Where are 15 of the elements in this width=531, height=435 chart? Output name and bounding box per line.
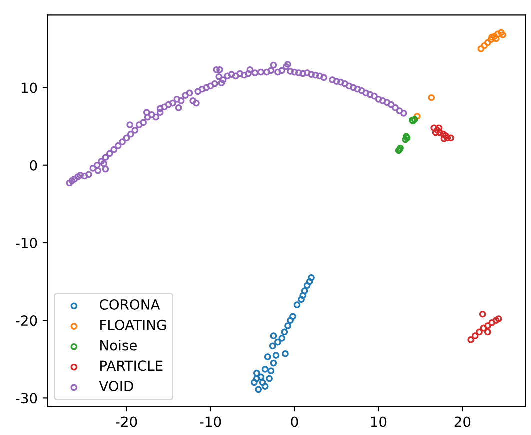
x-tick-label: 20 [454,416,471,428]
x-tick-label: 0 [291,416,298,428]
y-tick-label: -30 [16,393,38,404]
y-tick-label: 0 [30,160,38,171]
legend-label: VOID [99,381,134,392]
x-tick-label: 10 [371,416,387,428]
x-tick-label: -10 [200,416,222,428]
legend-label: FLOATING [100,320,166,330]
y-tick-label: -10 [16,238,38,248]
legend-label: PARTICLE [100,360,163,372]
legend-label: CORONA [100,299,160,310]
x-tick-label: -20 [116,416,138,428]
y-tick-label: 10 [22,82,38,94]
legend-label: Noise [100,340,137,351]
y-tick-label: -20 [16,316,38,326]
